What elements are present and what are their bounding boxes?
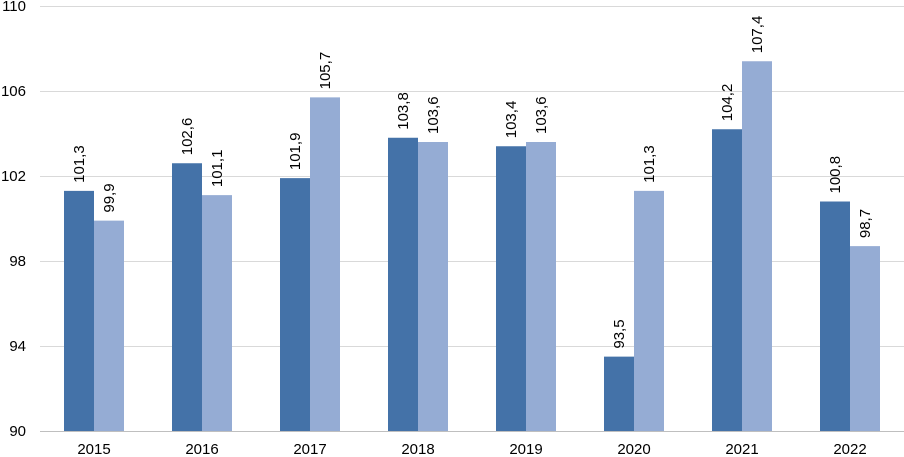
data-label: 98,7 — [857, 209, 874, 238]
data-label: 101,3 — [641, 145, 658, 183]
data-label: 103,4 — [503, 101, 520, 139]
y-tick-label: 102 — [1, 168, 26, 185]
y-tick-label: 90 — [9, 423, 26, 440]
data-label: 100,8 — [827, 156, 844, 194]
data-label: 103,6 — [533, 96, 550, 134]
data-label: 93,5 — [611, 319, 628, 348]
bar-2022-series-2 — [850, 246, 880, 431]
bar-2019-series-2 — [526, 142, 556, 431]
x-tick-label: 2021 — [725, 441, 758, 457]
bar-2020-series-2 — [634, 190, 664, 431]
data-label: 101,3 — [71, 145, 88, 183]
x-tick-label: 2022 — [833, 441, 866, 457]
y-tick-label: 94 — [9, 338, 26, 355]
data-label: 101,9 — [287, 133, 304, 171]
x-tick-label: 2017 — [293, 441, 326, 457]
data-label: 103,6 — [425, 96, 442, 134]
bar-2015-series-2 — [94, 220, 124, 431]
y-tick-label: 98 — [9, 253, 26, 270]
data-label: 102,6 — [179, 118, 196, 156]
data-label: 107,4 — [749, 16, 766, 54]
y-axis: 90 94 98 102 106 110 — [1, 0, 26, 440]
x-tick-label: 2019 — [509, 441, 542, 457]
bar-2020-series-1 — [604, 356, 634, 431]
data-label: 103,8 — [395, 92, 412, 130]
bar-2018-series-2 — [418, 142, 448, 431]
bar-2017-series-2 — [310, 97, 340, 431]
bar-2021-series-1 — [712, 129, 742, 431]
bar-2016-series-1 — [172, 163, 202, 431]
data-label: 101,1 — [209, 150, 226, 188]
data-label: 105,7 — [317, 52, 334, 90]
bar-2015-series-1 — [64, 190, 94, 431]
gridlines — [40, 6, 904, 432]
bar-2022-series-1 — [820, 201, 850, 431]
bar-2019-series-1 — [496, 146, 526, 431]
data-label: 99,9 — [101, 183, 118, 212]
y-tick-label: 110 — [2, 0, 26, 15]
data-labels: 101,3 99,9 102,6 101,1 101,9 105,7 103,8 103,6 1… — [71, 16, 874, 349]
x-tick-label: 2018 — [401, 441, 434, 457]
bar-2018-series-1 — [388, 137, 418, 431]
x-tick-label: 2020 — [617, 441, 650, 457]
data-label: 104,2 — [719, 84, 736, 122]
y-tick-label: 106 — [1, 83, 26, 100]
bar-2021-series-2 — [742, 61, 772, 431]
x-tick-label: 2015 — [77, 441, 110, 457]
x-tick-label: 2016 — [185, 441, 218, 457]
bars — [64, 61, 880, 431]
x-axis: 2015 2016 2017 2018 2019 2020 2021 2022 — [77, 441, 866, 457]
bar-2017-series-1 — [280, 178, 310, 431]
bar-2016-series-2 — [202, 195, 232, 431]
